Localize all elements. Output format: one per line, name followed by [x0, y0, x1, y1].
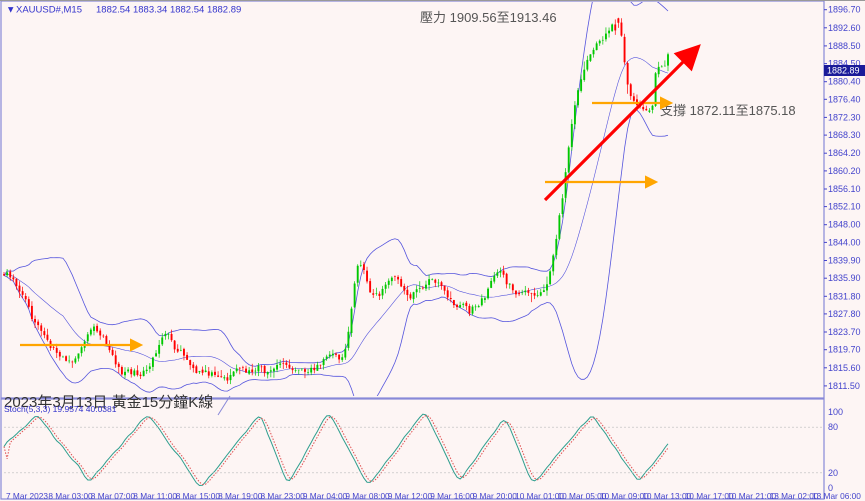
- svg-text:1868.30: 1868.30: [828, 130, 861, 140]
- svg-text:▼: ▼: [6, 5, 15, 16]
- svg-text:9 Mar 08:00: 9 Mar 08:00: [345, 491, 390, 501]
- svg-text:9 Mar 12:00: 9 Mar 12:00: [388, 491, 433, 501]
- svg-text:1892.60: 1892.60: [828, 23, 861, 33]
- svg-text:1880.40: 1880.40: [828, 77, 861, 87]
- svg-text:7 Mar 2023: 7 Mar 2023: [6, 491, 48, 501]
- svg-text:1882.54 1883.34 1882.54 1882.8: 1882.54 1883.34 1882.54 1882.89: [96, 5, 241, 16]
- svg-text:1872.30: 1872.30: [828, 112, 861, 122]
- svg-text:1848.00: 1848.00: [828, 220, 861, 230]
- svg-text:Stoch(5,3,3) 19.9574 40.0381: Stoch(5,3,3) 19.9574 40.0381: [4, 404, 117, 414]
- svg-text:8 Mar 07:00: 8 Mar 07:00: [91, 491, 136, 501]
- svg-text:1856.10: 1856.10: [828, 184, 861, 194]
- svg-text:9 Mar 20:00: 9 Mar 20:00: [473, 491, 518, 501]
- svg-text:8 Mar 03:00: 8 Mar 03:00: [48, 491, 93, 501]
- svg-text:1876.40: 1876.40: [828, 94, 861, 104]
- svg-text:1815.60: 1815.60: [828, 363, 861, 373]
- svg-text:XAUUSD#,M15: XAUUSD#,M15: [16, 5, 82, 16]
- svg-text:8 Mar 11:00: 8 Mar 11:00: [133, 491, 177, 501]
- svg-text:9 Mar 16:00: 9 Mar 16:00: [430, 491, 475, 501]
- svg-text:1888.50: 1888.50: [828, 41, 861, 51]
- svg-text:1882.89: 1882.89: [827, 66, 860, 76]
- svg-text:1827.80: 1827.80: [828, 309, 861, 319]
- svg-text:1819.70: 1819.70: [828, 345, 861, 355]
- svg-text:1811.50: 1811.50: [828, 381, 860, 391]
- svg-text:1860.20: 1860.20: [828, 166, 861, 176]
- svg-text:壓力 1909.56至1913.46: 壓力 1909.56至1913.46: [420, 10, 557, 25]
- svg-text:1835.90: 1835.90: [828, 273, 861, 283]
- svg-text:1831.80: 1831.80: [828, 291, 861, 301]
- svg-text:支撐 1872.11至1875.18: 支撐 1872.11至1875.18: [660, 103, 796, 118]
- svg-text:9 Mar 04:00: 9 Mar 04:00: [303, 491, 348, 501]
- svg-text:8 Mar 23:00: 8 Mar 23:00: [261, 491, 306, 501]
- svg-text:1852.10: 1852.10: [828, 202, 861, 212]
- svg-text:13 Mar 06:00: 13 Mar 06:00: [812, 491, 861, 501]
- svg-text:8 Mar 19:00: 8 Mar 19:00: [218, 491, 263, 501]
- svg-text:80: 80: [828, 422, 838, 432]
- svg-text:20: 20: [828, 468, 838, 478]
- svg-text:1864.20: 1864.20: [828, 148, 861, 158]
- svg-text:1896.70: 1896.70: [828, 5, 861, 15]
- svg-text:1823.70: 1823.70: [828, 327, 861, 337]
- svg-text:8 Mar 15:00: 8 Mar 15:00: [176, 491, 221, 501]
- svg-text:1839.90: 1839.90: [828, 256, 861, 266]
- svg-text:1844.00: 1844.00: [828, 237, 861, 247]
- svg-text:100: 100: [828, 407, 843, 417]
